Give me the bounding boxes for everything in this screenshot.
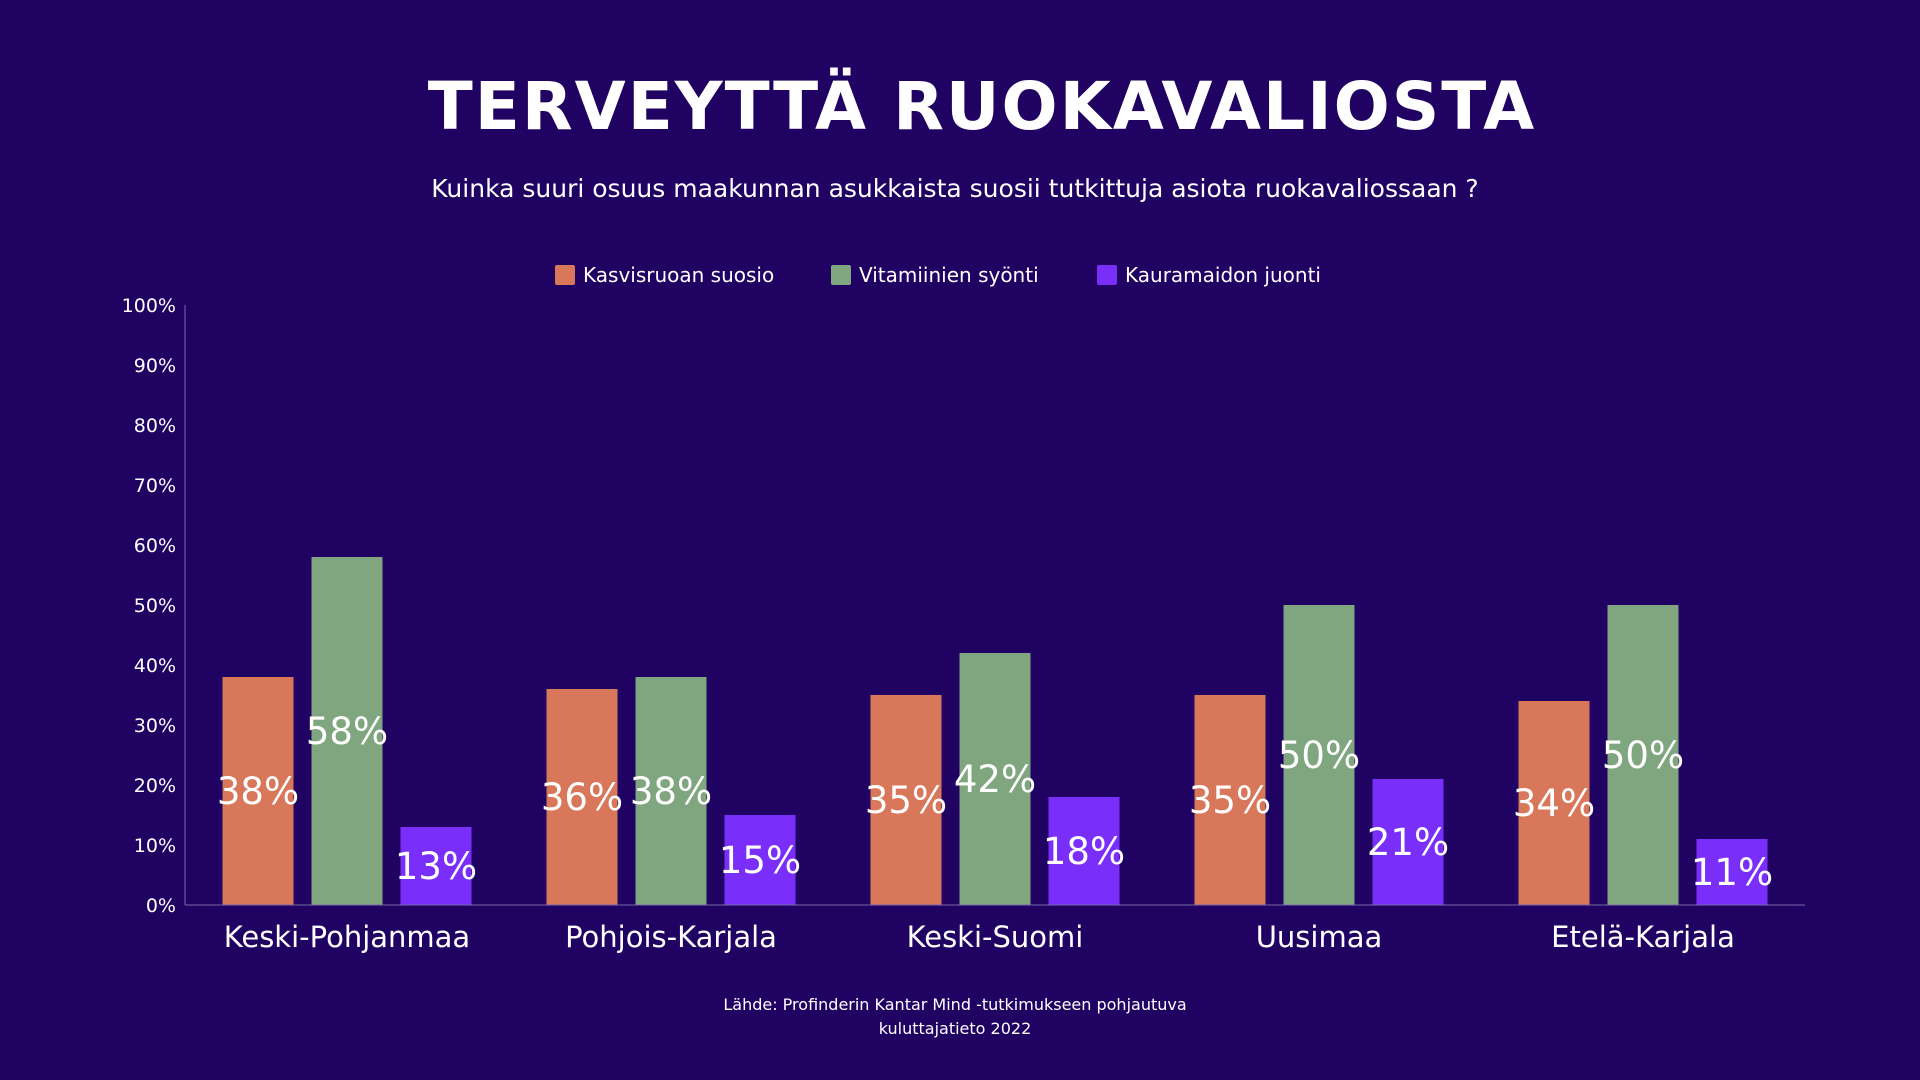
bar: [724, 815, 796, 905]
legend-label-kauramaidon-juonti: Kauramaidon juonti: [1125, 263, 1321, 287]
bar: [959, 653, 1031, 905]
legend-item-vitamiinien-syonti: Vitamiinien syönti: [831, 262, 1039, 288]
source-line-1: Lähde: Profinderin Kantar Mind -tutkimuk…: [723, 995, 1187, 1014]
y-tick-label: 60%: [134, 535, 176, 557]
legend-item-kauramaidon-juonti: Kauramaidon juonti: [1097, 262, 1321, 288]
chart-title: TERVEYTTÄ RUOKAVALIOSTA: [427, 68, 1537, 145]
x-tick-label: Keski-Pohjanmaa: [224, 920, 470, 954]
y-tick-label: 40%: [134, 655, 176, 677]
data-label: 50%: [1278, 734, 1360, 777]
bar: [1372, 779, 1444, 905]
data-label: 38%: [630, 770, 712, 813]
data-label: 50%: [1602, 734, 1684, 777]
data-label: 11%: [1691, 851, 1773, 894]
data-label: 58%: [306, 710, 388, 753]
y-tick-label: 10%: [134, 835, 176, 857]
bar: [1518, 701, 1590, 905]
bar: [1607, 605, 1679, 905]
bar: [311, 557, 383, 905]
bar: [870, 695, 942, 905]
bar: [1696, 839, 1768, 905]
legend-swatch-vitamiinien-syonti: [831, 265, 851, 285]
data-label: 34%: [1513, 782, 1595, 825]
data-label: 21%: [1367, 821, 1449, 864]
data-label: 42%: [954, 758, 1036, 801]
x-tick-label: Keski-Suomi: [907, 920, 1084, 954]
legend: Kasvisruoan suosio Vitamiinien syönti Ka…: [0, 262, 1920, 288]
y-tick-label: 100%: [122, 295, 176, 317]
x-tick-label: Pohjois-Karjala: [565, 920, 777, 954]
legend-label-vitamiinien-syonti: Vitamiinien syönti: [859, 263, 1039, 287]
bar: [1048, 797, 1120, 905]
bar: [222, 677, 294, 905]
y-tick-label: 50%: [134, 595, 176, 617]
source-note: Lähde: Profinderin Kantar Mind -tutkimuk…: [0, 993, 1910, 1041]
y-tick-label: 20%: [134, 775, 176, 797]
x-tick-label: Etelä-Karjala: [1551, 920, 1735, 954]
data-label: 38%: [217, 770, 299, 813]
legend-label-kasvisruoan-suosio: Kasvisruoan suosio: [583, 263, 775, 287]
data-label: 13%: [395, 845, 477, 888]
data-label: 36%: [541, 776, 623, 819]
y-tick-label: 90%: [134, 355, 176, 377]
legend-swatch-kasvisruoan-suosio: [555, 265, 575, 285]
bar: [635, 677, 707, 905]
legend-swatch-kauramaidon-juonti: [1097, 265, 1117, 285]
y-tick-label: 30%: [134, 715, 176, 737]
legend-item-kasvisruoan-suosio: Kasvisruoan suosio: [555, 262, 774, 288]
data-label: 35%: [1189, 779, 1271, 822]
source-line-2: kuluttajatieto 2022: [878, 1019, 1032, 1038]
bar: [1194, 695, 1266, 905]
bar: [400, 827, 472, 905]
y-tick-label: 80%: [134, 415, 176, 437]
data-label: 35%: [865, 779, 947, 822]
bar: [546, 689, 618, 905]
data-label: 15%: [719, 839, 801, 882]
data-label: 18%: [1043, 830, 1125, 873]
x-tick-label: Uusimaa: [1256, 920, 1383, 954]
y-tick-label: 0%: [146, 895, 176, 917]
bar: [1283, 605, 1355, 905]
chart-subtitle: Kuinka suuri osuus maakunnan asukkaista …: [431, 174, 1479, 203]
y-tick-label: 70%: [134, 475, 176, 497]
